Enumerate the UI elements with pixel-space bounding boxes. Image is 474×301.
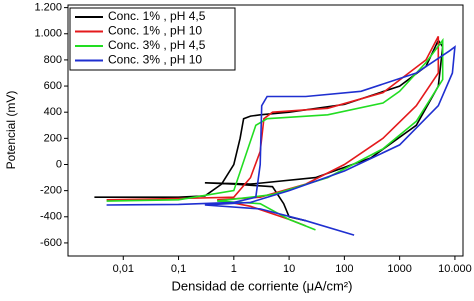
x-tick-label: 0,1 xyxy=(171,263,186,275)
y-tick-label: 400 xyxy=(44,106,62,118)
legend-label: Conc. 3% , pH 4,5 xyxy=(108,38,206,52)
x-tick-label: 100 xyxy=(335,263,353,275)
y-axis-label: Potencial (mV) xyxy=(4,91,18,170)
y-tick-label: 0 xyxy=(56,158,62,170)
y-tick-label: 1.000 xyxy=(34,28,62,40)
y-tick-label: -600 xyxy=(40,237,62,249)
x-tick-label: 10 xyxy=(283,263,295,275)
legend-label: Conc. 3% , pH 10 xyxy=(108,53,202,67)
x-tick-label: 1000 xyxy=(387,263,411,275)
series-line xyxy=(106,45,456,236)
x-axis-label: Densidad de corriente (μA/cm²) xyxy=(172,278,353,293)
y-tick-label: 1.200 xyxy=(34,2,62,14)
x-tick-label: 10.000 xyxy=(438,263,472,275)
y-tick-label: 800 xyxy=(44,54,62,66)
plot-frame xyxy=(67,4,464,257)
x-tick-label: 0,01 xyxy=(113,263,134,275)
legend-label: Conc. 1% , pH 10 xyxy=(108,24,202,38)
y-tick-label: -200 xyxy=(40,185,62,197)
legend-label: Conc. 1% , pH 4,5 xyxy=(108,9,206,23)
legend-box xyxy=(69,7,236,71)
x-tick-label: 1 xyxy=(231,263,237,275)
y-tick-label: -400 xyxy=(40,211,62,223)
y-tick-label: 200 xyxy=(44,132,62,144)
y-tick-label: 600 xyxy=(44,80,62,92)
series-line xyxy=(106,37,444,231)
